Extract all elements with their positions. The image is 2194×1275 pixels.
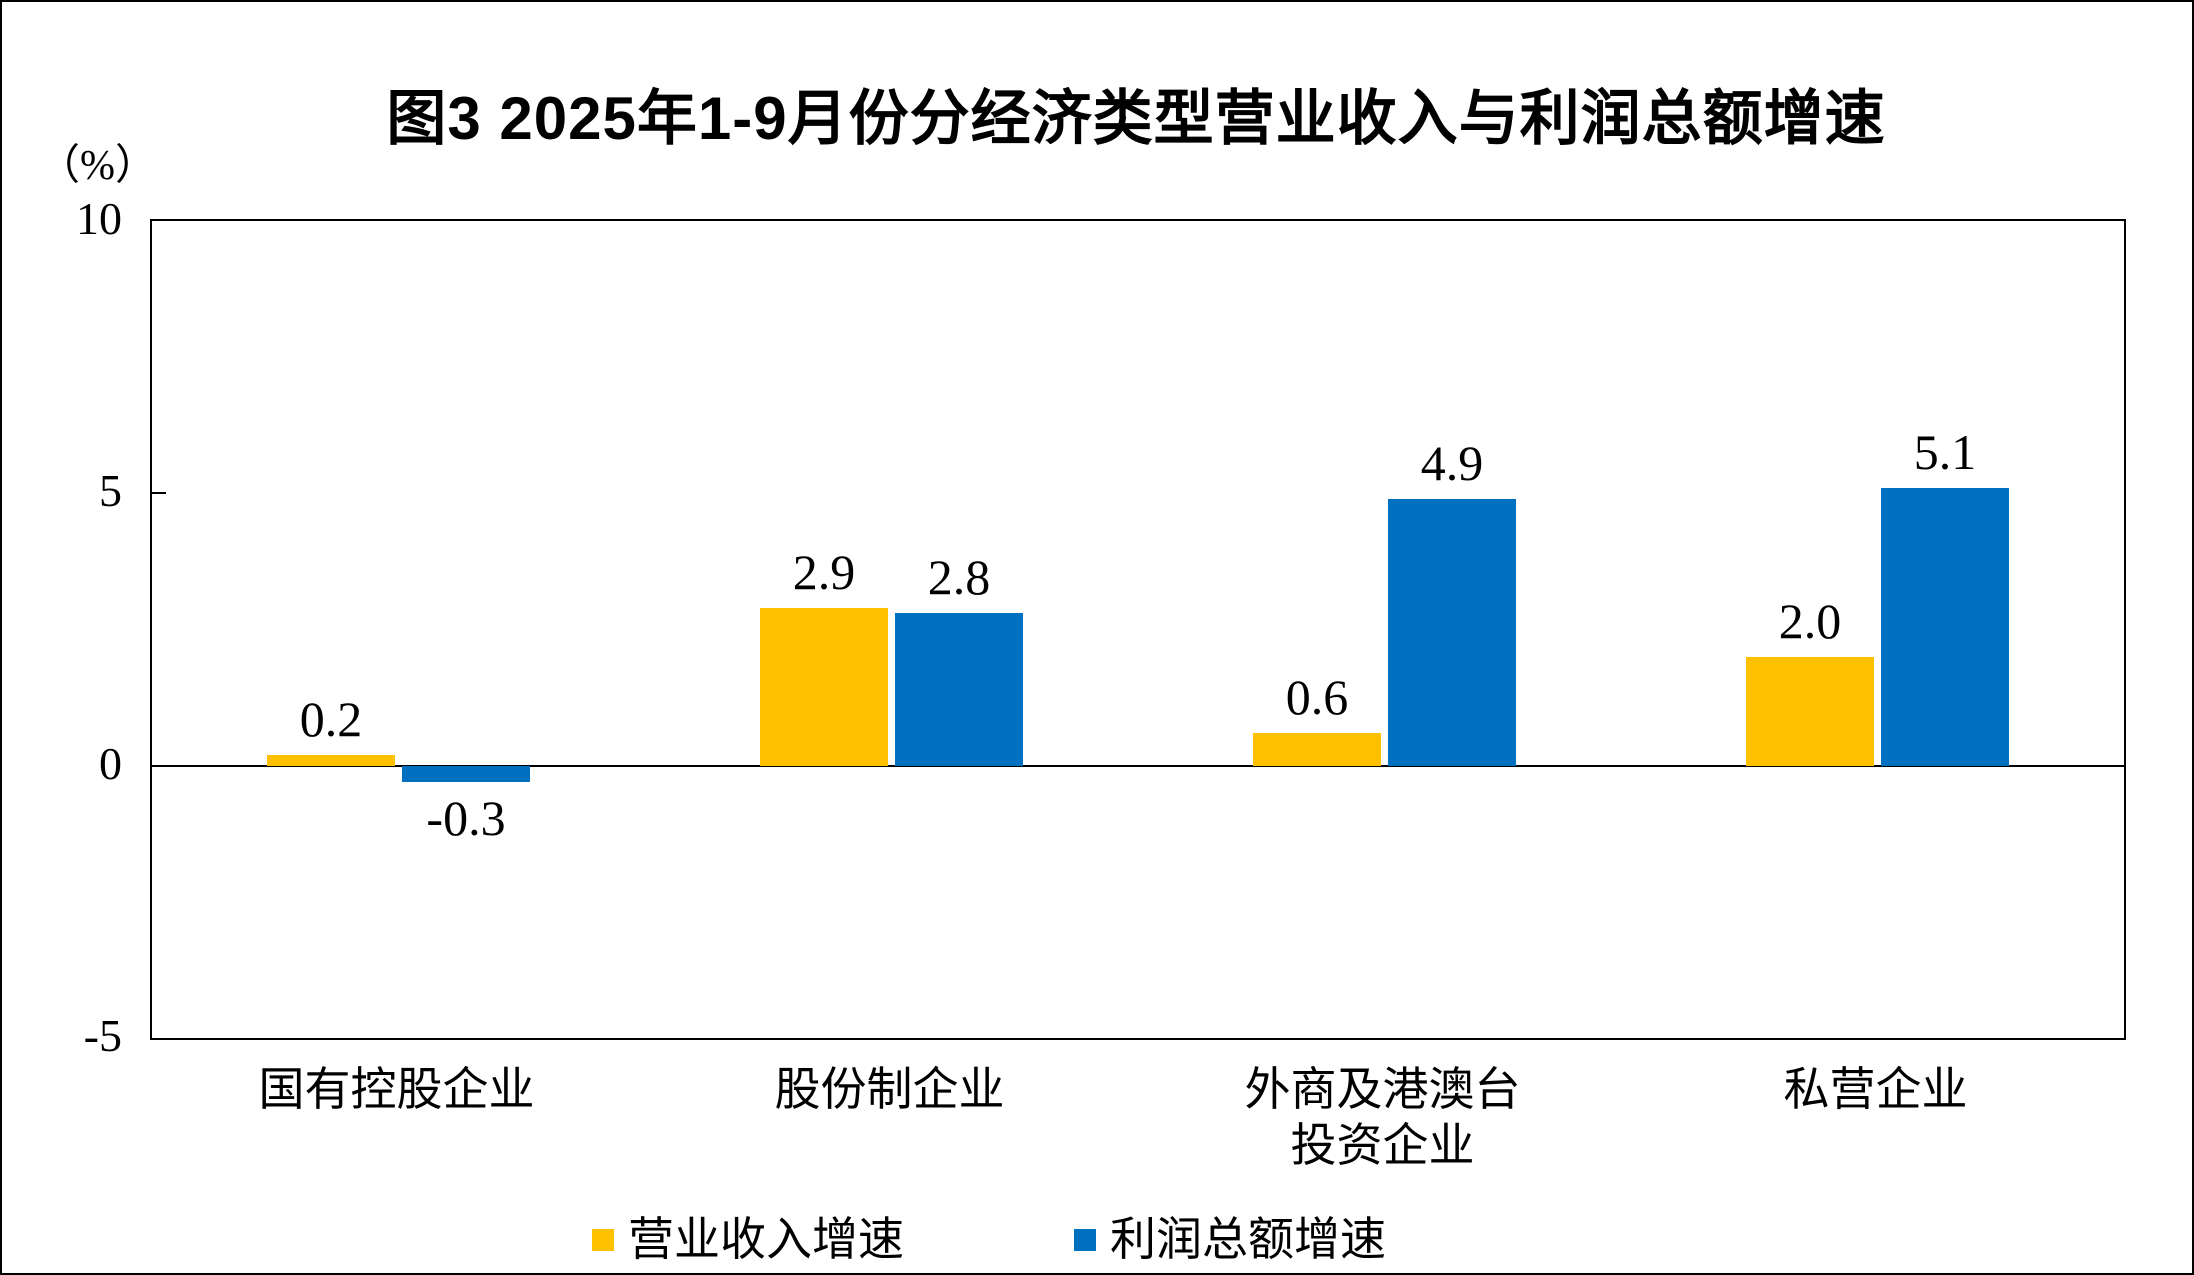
bar-value-label: 0.2 bbox=[299, 690, 363, 747]
bar-value-label: 0.6 bbox=[1285, 668, 1349, 725]
zero-axis-line bbox=[152, 764, 2124, 767]
y-tick-label: 10 bbox=[76, 193, 122, 244]
y-axis-tick-mark bbox=[152, 492, 166, 495]
y-tick-label: -5 bbox=[83, 1010, 122, 1061]
revenue-bar-2 bbox=[1253, 732, 1381, 766]
profit-bar-2 bbox=[1388, 498, 1516, 766]
plot-area: 0.2 2.9 0.6 2.0 -0.3 2.8 4.9 5.1 bbox=[150, 219, 2126, 1040]
profit-bar-3 bbox=[1881, 487, 2009, 766]
bar-value-label: 5.1 bbox=[1913, 423, 1977, 480]
y-axis-unit-label: （%） bbox=[38, 143, 157, 189]
bar-value-label: 2.9 bbox=[792, 543, 856, 600]
chart-title: 图3 2025年1-9月份分经济类型营业收入与利润总额增速 bbox=[386, 85, 1886, 152]
legend-item-revenue: 营业收入增速 bbox=[592, 1212, 904, 1268]
profit-legend-label: 利润总额增速 bbox=[1110, 1214, 1386, 1265]
revenue-legend-swatch bbox=[592, 1229, 614, 1251]
revenue-bar-3 bbox=[1746, 656, 1874, 766]
bar-value-label: 4.9 bbox=[1420, 434, 1484, 491]
profit-bar-0 bbox=[402, 765, 530, 782]
legend-item-profit: 利润总额增速 bbox=[1074, 1212, 1386, 1268]
y-tick-label: 5 bbox=[99, 465, 122, 517]
profit-legend-swatch bbox=[1074, 1229, 1096, 1251]
y-tick-label: 0 bbox=[99, 737, 122, 789]
category-label-0: 国有控股企业 bbox=[258, 1064, 535, 1115]
bar-value-label: -0.3 bbox=[426, 790, 506, 846]
category-label-3: 私营企业 bbox=[1783, 1064, 1968, 1115]
profit-bar-1 bbox=[895, 613, 1023, 766]
bar-value-label: 2.0 bbox=[1778, 592, 1842, 649]
legend: 营业收入增速 利润总额增速 bbox=[592, 1212, 1386, 1268]
bar-value-label: 2.8 bbox=[927, 549, 991, 606]
category-label-1: 股份制企业 bbox=[774, 1064, 1005, 1115]
revenue-bar-0 bbox=[267, 754, 395, 766]
revenue-legend-label: 营业收入增速 bbox=[628, 1214, 904, 1265]
revenue-bar-1 bbox=[760, 607, 888, 766]
category-label-2: 外商及港澳台 投资企业 bbox=[1244, 1064, 1521, 1171]
